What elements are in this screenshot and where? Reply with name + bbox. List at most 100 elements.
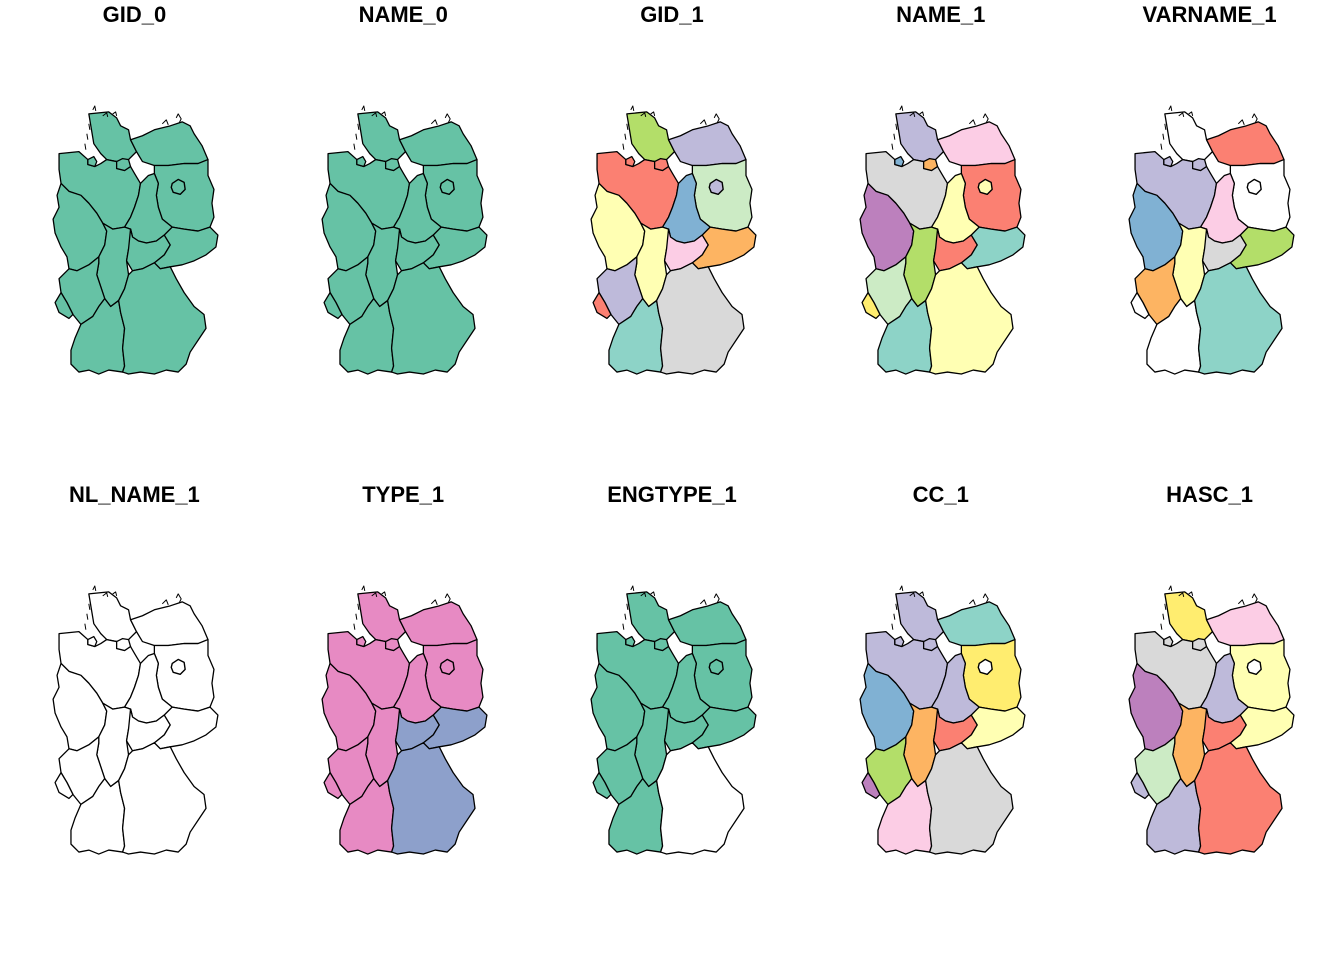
state-region-sl [861,771,881,800]
state-region-mv [399,121,478,167]
coastline-detail [624,133,627,140]
state-region-sh [894,111,944,163]
state-region-hb [87,155,98,168]
coastline-detail [102,112,109,117]
state-region-sh [894,591,944,643]
coastline-detail [630,585,635,592]
state-region-hh [385,637,401,652]
state-region-be [439,178,456,196]
state-region-hb [356,155,367,168]
coastline-detail [92,105,97,112]
coastline-detail [444,593,451,604]
state-region-sn [691,226,757,270]
state-region-sn [422,226,488,270]
panel-title-gid-1: GID_1 [640,2,704,27]
coastline-detail [909,112,915,117]
state-region-be [977,178,993,196]
coastline-detail [699,119,707,126]
coastline-detail [982,113,989,124]
state-region-mv [130,601,210,647]
state-region-mv [936,601,1016,647]
coastline-detail [968,599,976,606]
panel-title-gid-0: GID_0 [102,2,167,27]
coastline-detail [1251,593,1258,604]
state-region-sl [1130,771,1150,800]
coastline-detail [355,133,358,140]
coastline-detail [1187,591,1193,597]
germany-map-gid-0 [52,105,219,375]
coastline-detail [1159,143,1162,150]
coastline-detail [381,111,387,117]
coastline-detail [1159,623,1162,630]
state-region-hh [116,637,132,652]
coastline-detail [112,591,118,597]
coastline-detail [893,133,896,140]
coastline-detail [371,112,378,117]
coastline-detail [176,113,183,124]
state-region-sh [626,111,676,163]
coastline-detail [88,603,91,610]
panel-title-hasc-1: HASC_1 [1166,482,1253,507]
state-region-hb [87,635,98,648]
state-region-hh [1191,157,1207,172]
panel-title-type-1: TYPE_1 [362,482,445,507]
coastline-detail [361,105,366,112]
state-region-sn [1229,226,1295,270]
coastline-detail [640,112,647,117]
coastline-detail [88,123,91,130]
germany-map-type-1 [321,585,488,855]
coastline-detail [176,593,183,604]
state-region-by [924,742,1014,855]
coastline-detail [650,111,656,117]
coastline-detail [355,613,358,620]
state-region-hb [893,155,905,168]
coastline-detail [1167,585,1172,592]
state-region-mv [667,601,747,647]
state-region-hh [922,637,938,652]
coastline-detail [381,591,387,597]
state-region-sn [154,226,219,270]
state-region-mv [667,121,747,167]
state-region-sl [323,291,343,320]
germany-map-name-1 [859,105,1026,375]
state-region-by [387,262,476,375]
panel-title-name-0: NAME_0 [358,2,448,27]
coastline-detail [899,105,904,112]
coastline-detail [444,113,451,124]
state-region-sn [422,706,488,750]
germany-map-nl-name-1 [52,585,219,855]
state-region-by [924,262,1014,375]
coastline-detail [1237,599,1245,606]
germany-map-gid-1 [590,105,757,375]
state-region-hb [625,635,636,648]
state-region-sn [154,706,219,750]
state-region-mv [1205,121,1285,167]
state-region-hh [116,157,132,172]
state-region-hh [922,157,938,172]
coastline-detail [431,599,438,606]
germany-map-cc-1 [859,585,1026,855]
state-region-sn [1229,706,1295,750]
coastline-detail [622,143,625,150]
coastline-detail [1237,119,1245,126]
coastline-detail [353,623,356,630]
state-region-sn [960,226,1026,270]
coastline-detail [1178,592,1184,597]
coastline-detail [353,143,356,150]
state-region-mv [130,121,210,167]
state-region-hb [356,635,367,648]
state-region-by [1193,262,1283,375]
coastline-detail [1163,123,1166,130]
coastline-detail [1161,613,1164,620]
coastline-detail [893,613,896,620]
coastline-detail [92,585,97,592]
coastline-detail [899,585,904,592]
state-region-by [655,262,745,375]
state-region-hb [893,635,905,648]
panel-title-cc-1: CC_1 [912,482,969,507]
panel-title-name-1: NAME_1 [896,2,986,27]
coastline-detail [626,123,629,130]
state-region-be [708,178,724,196]
coastline-detail [1167,105,1172,112]
coastline-detail [1187,111,1193,117]
